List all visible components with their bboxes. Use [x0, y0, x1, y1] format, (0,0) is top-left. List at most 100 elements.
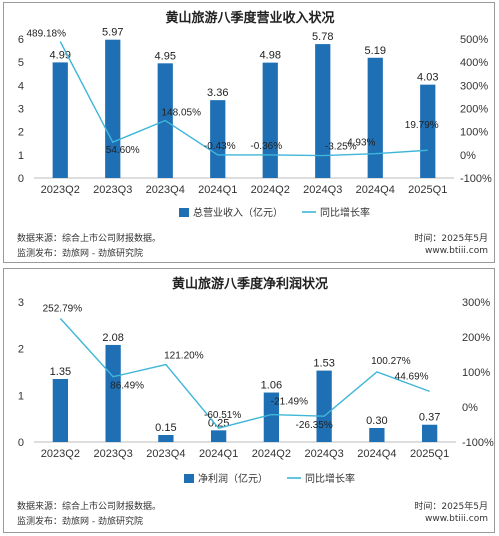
bar	[420, 84, 436, 178]
bar-value-label: 5.78	[312, 31, 333, 43]
y-tick-label: 0	[18, 437, 24, 449]
bar-value-label: 0.30	[366, 415, 387, 427]
x-tick-label: 2024Q2	[252, 448, 291, 460]
bar-value-label: 4.03	[417, 72, 438, 84]
y-tick-label: 3	[18, 104, 24, 116]
growth-value-label: 148.05%	[162, 108, 202, 119]
y2-tick-label: 200%	[462, 332, 490, 344]
bar-value-label: 4.95	[155, 50, 176, 62]
y2-tick-label: 0%	[460, 150, 476, 162]
y2-tick-label: 100%	[460, 127, 488, 139]
y-tick-label: 1	[18, 390, 24, 402]
y2-tick-label: 500%	[460, 34, 488, 46]
growth-value-label: 100.27%	[371, 356, 411, 367]
growth-value-label: 121.20%	[164, 351, 204, 362]
x-tick-label: 2023Q4	[146, 448, 185, 460]
bar	[52, 379, 69, 442]
growth-line	[59, 318, 430, 429]
bar-value-label: 1.53	[313, 358, 334, 370]
x-tick-label: 2024Q3	[303, 184, 342, 196]
bar	[262, 62, 278, 178]
x-tick-label: 2025Q1	[408, 184, 447, 196]
revenue-chart: 黄山旅游八季度营业收入状况 0 1 2 3 4 5 6 -100% 0% 100% 200% 300% 4…	[18, 10, 492, 219]
growth-value-label: -21.49%	[271, 397, 308, 408]
legend-bar-label: 净利润（亿元）	[198, 472, 268, 485]
legend-line-label: 同比增长率	[320, 206, 370, 219]
legend-bar-label: 总营业收入（亿元）	[193, 206, 283, 219]
y2-tick-label: 300%	[462, 297, 490, 309]
growth-value-label: 4.93%	[347, 138, 375, 149]
website-note: www.btiii.com	[425, 514, 488, 524]
growth-line	[59, 41, 428, 157]
growth-value-label: -3.25%	[325, 142, 357, 153]
bar-value-label: 5.19	[365, 45, 386, 57]
publisher-note: 监测发布：劲旅网 - 劲旅研究院	[17, 517, 143, 527]
y2-tick-label: 100%	[462, 367, 490, 379]
y2-tick-label: 300%	[460, 80, 488, 92]
time-note: 时间：2025年5月	[414, 234, 488, 244]
y-tick-label: 4	[18, 80, 24, 92]
y-tick-label: 0	[18, 173, 24, 185]
bar	[369, 428, 385, 442]
x-tick-label: 2024Q1	[198, 184, 237, 196]
growth-value-label: 489.18%	[27, 29, 67, 40]
y2-tick-label: 200%	[460, 104, 488, 116]
bar	[263, 392, 280, 442]
bar	[105, 344, 121, 442]
data-source-note: 数据来源：综合上市公司财报数据。	[17, 234, 162, 244]
x-tick-label: 2024Q2	[251, 184, 290, 196]
bar-value-label: 1.35	[50, 366, 71, 378]
legend-bar-swatch	[184, 474, 194, 483]
bar	[105, 39, 121, 178]
x-tick-label: 2023Q2	[41, 448, 80, 460]
growth-value-label: -0.43%	[204, 141, 236, 152]
bar-value-label: 2.08	[102, 332, 123, 344]
x-tick-label: 2023Q2	[41, 184, 80, 196]
legend-line-label: 同比增长率	[305, 472, 355, 485]
x-tick-label: 2025Q1	[410, 448, 449, 460]
website-note: www.btiii.com	[425, 246, 488, 256]
growth-value-label: 252.79%	[43, 304, 83, 315]
bar	[367, 57, 383, 178]
x-tick-label: 2024Q4	[357, 448, 396, 460]
bar	[52, 62, 68, 179]
y2-tick-label: -100%	[462, 437, 494, 449]
bar	[210, 100, 226, 178]
growth-value-label: 19.79%	[405, 120, 439, 131]
net-profit-chart: 黄山旅游八季度净利润状况 0 1 2 3 -100% 0% 100% 200% 300% 2023Q…	[18, 276, 494, 485]
y2-tick-label: 0%	[462, 402, 478, 414]
publisher-note: 监测发布：劲旅网 - 劲旅研究院	[17, 249, 143, 259]
chart-title: 黄山旅游八季度净利润状况	[172, 276, 328, 292]
bar-value-label: 5.97	[102, 27, 123, 39]
chart-title: 黄山旅游八季度营业收入状况	[165, 10, 334, 26]
bar	[421, 424, 438, 442]
x-tick-label: 2023Q3	[93, 184, 132, 196]
bar	[158, 435, 174, 442]
growth-value-label: 44.69%	[395, 371, 429, 382]
bar	[315, 44, 331, 179]
bar-value-label: 0.37	[419, 412, 440, 424]
data-source-note: 数据来源：综合上市公司财报数据。	[17, 502, 162, 512]
growth-value-label: 54.60%	[106, 145, 140, 156]
x-tick-label: 2023Q4	[146, 184, 185, 196]
net-profit-chart-panel: 黄山旅游八季度净利润状况 0 1 2 3 -100% 0% 100% 200% 300% 2023Q…	[3, 268, 495, 533]
bar	[210, 430, 227, 442]
y2-tick-label: 400%	[460, 57, 488, 69]
y-tick-label: 6	[18, 34, 24, 46]
bar	[316, 370, 332, 442]
bar-value-label: 1.06	[261, 380, 282, 392]
x-tick-label: 2024Q4	[356, 184, 395, 196]
x-tick-label: 2024Q1	[199, 448, 238, 460]
time-note: 时间：2025年5月	[414, 502, 488, 512]
x-tick-label: 2023Q3	[94, 448, 133, 460]
y-tick-label: 3	[18, 297, 24, 309]
revenue-chart-panel: 黄山旅游八季度营业收入状况 0 1 2 3 4 5 6 -100% 0% 100% 200% 300% 4…	[3, 2, 495, 263]
y-tick-label: 1	[18, 150, 24, 162]
growth-value-label: -60.51%	[204, 410, 241, 421]
y-tick-label: 5	[18, 57, 24, 69]
y2-tick-label: -100%	[460, 173, 492, 185]
x-tick-label: 2024Q3	[305, 448, 344, 460]
bar-value-label: 3.36	[207, 87, 228, 99]
legend-bar-swatch	[179, 208, 189, 217]
growth-value-label: 86.49%	[110, 381, 144, 392]
